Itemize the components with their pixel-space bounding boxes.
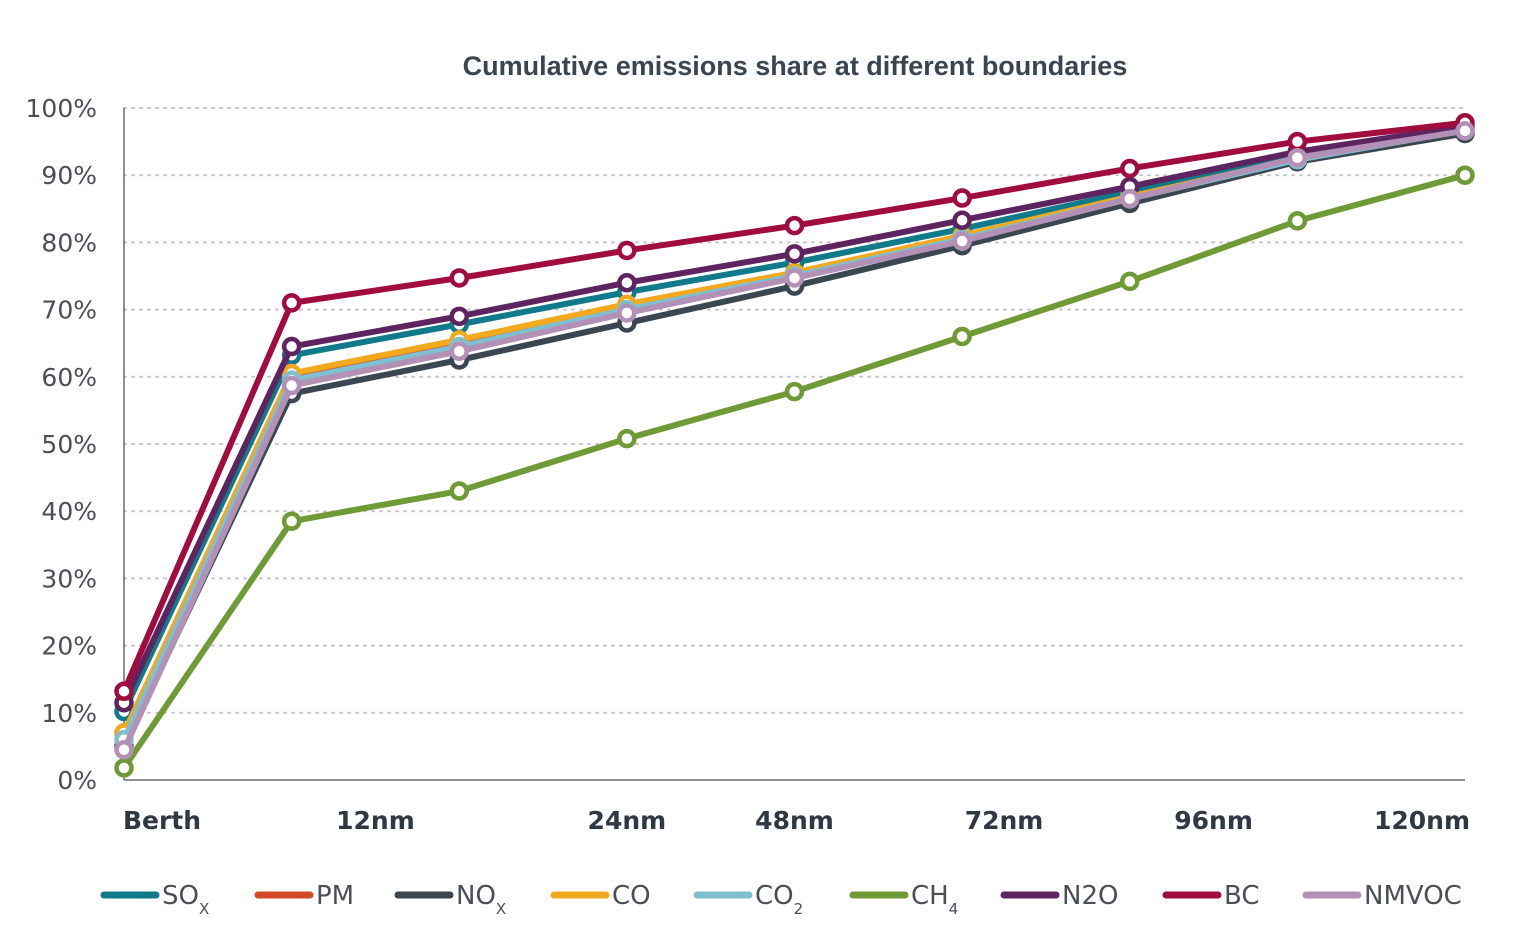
legend-item: BC [1162, 881, 1260, 911]
data-point [281, 375, 302, 396]
data-point [784, 268, 805, 288]
chart-title: Cumulative emissions share at different … [463, 51, 1128, 81]
axes [123, 108, 1465, 781]
data-point [1120, 271, 1140, 292]
y-tick-label: 90% [41, 161, 97, 190]
legend-label: NMVOC [1364, 881, 1462, 911]
y-tick-label: 50% [41, 430, 97, 459]
y-axis-ticks: 0% 10% 20% 30% 40% 50% 60% 70% 80% 90% 100% [26, 94, 97, 795]
series-n2o [114, 116, 1475, 713]
series-line [121, 123, 1468, 706]
y-tick-label: 80% [41, 228, 97, 257]
series-co [114, 119, 1475, 743]
data-point [784, 244, 805, 264]
data-point [617, 240, 637, 261]
data-point [952, 210, 972, 230]
legend-subscript: X [496, 900, 506, 918]
data-point [281, 336, 302, 357]
legend-label: PM [316, 881, 354, 911]
x-tick-label: 48nm [755, 806, 834, 835]
data-point [1455, 165, 1475, 185]
data-point [617, 303, 637, 323]
data-point [952, 231, 972, 251]
y-tick-label: 20% [41, 632, 97, 661]
y-tick-label: 30% [41, 564, 97, 593]
data-point [617, 428, 637, 449]
legend-label: BC [1224, 881, 1260, 911]
y-tick-label: 100% [26, 94, 97, 123]
y-tick-label: 40% [41, 497, 97, 526]
data-point [114, 681, 134, 702]
series-bc [114, 113, 1475, 702]
data-point [1287, 131, 1308, 152]
x-tick-label: 72nm [965, 806, 1044, 835]
legend-item: PM [254, 881, 354, 911]
y-tick-label: 0% [57, 766, 97, 795]
series-line [121, 125, 1468, 715]
x-tick-label: 24nm [588, 806, 667, 835]
data-point [114, 758, 134, 778]
legend-item: NMVOC [1302, 881, 1462, 911]
x-tick-label: 12nm [336, 806, 415, 835]
data-point [1455, 121, 1475, 141]
x-tick-label: 96nm [1174, 806, 1253, 835]
data-point [1120, 188, 1140, 209]
series-lines [114, 113, 1475, 778]
series-nmvoc [114, 121, 1475, 760]
legend: SOX PM NOX CO CO2 CH4 N2O BC NMVOC [100, 881, 1462, 918]
legend-item: CH4 [849, 881, 958, 918]
data-point [784, 215, 805, 236]
data-point [617, 272, 637, 293]
data-point [1287, 211, 1308, 231]
legend-label: CO [612, 881, 651, 911]
y-tick-label: 10% [41, 699, 97, 728]
data-point [114, 740, 134, 760]
legend-label: NOX [456, 881, 506, 918]
data-point [449, 268, 469, 288]
data-point [784, 381, 805, 402]
data-point [281, 511, 302, 532]
legend-label: CH4 [911, 881, 958, 918]
data-point [1120, 158, 1140, 179]
y-tick-label: 60% [41, 363, 97, 392]
legend-item: NOX [394, 881, 506, 918]
legend-item: CO [550, 881, 651, 911]
data-point [1287, 147, 1308, 168]
legend-item: CO2 [693, 881, 803, 918]
data-point [952, 188, 972, 208]
data-point [449, 481, 469, 501]
data-point [449, 306, 469, 327]
legend-subscript: 2 [794, 900, 804, 918]
legend-label: SOX [162, 881, 209, 918]
series-ch4 [114, 165, 1475, 778]
legend-subscript: X [199, 900, 209, 918]
data-point [449, 341, 469, 362]
legend-item: SOX [100, 881, 209, 918]
x-tick-label: 120nm [1374, 806, 1470, 835]
gridlines [123, 107, 1466, 714]
legend-label: N2O [1062, 881, 1118, 911]
x-axis-ticks: Berth 12nm 24nm 48nm 72nm 96nm 120nm [123, 806, 1470, 835]
legend-item: N2O [1000, 881, 1118, 911]
x-tick-label: Berth [123, 806, 201, 835]
data-point [952, 326, 972, 347]
legend-label: CO2 [755, 881, 803, 918]
series-sox [114, 118, 1475, 722]
data-point [281, 293, 302, 313]
y-tick-label: 70% [41, 296, 97, 325]
series-line [121, 119, 1468, 695]
legend-subscript: 4 [949, 900, 959, 918]
